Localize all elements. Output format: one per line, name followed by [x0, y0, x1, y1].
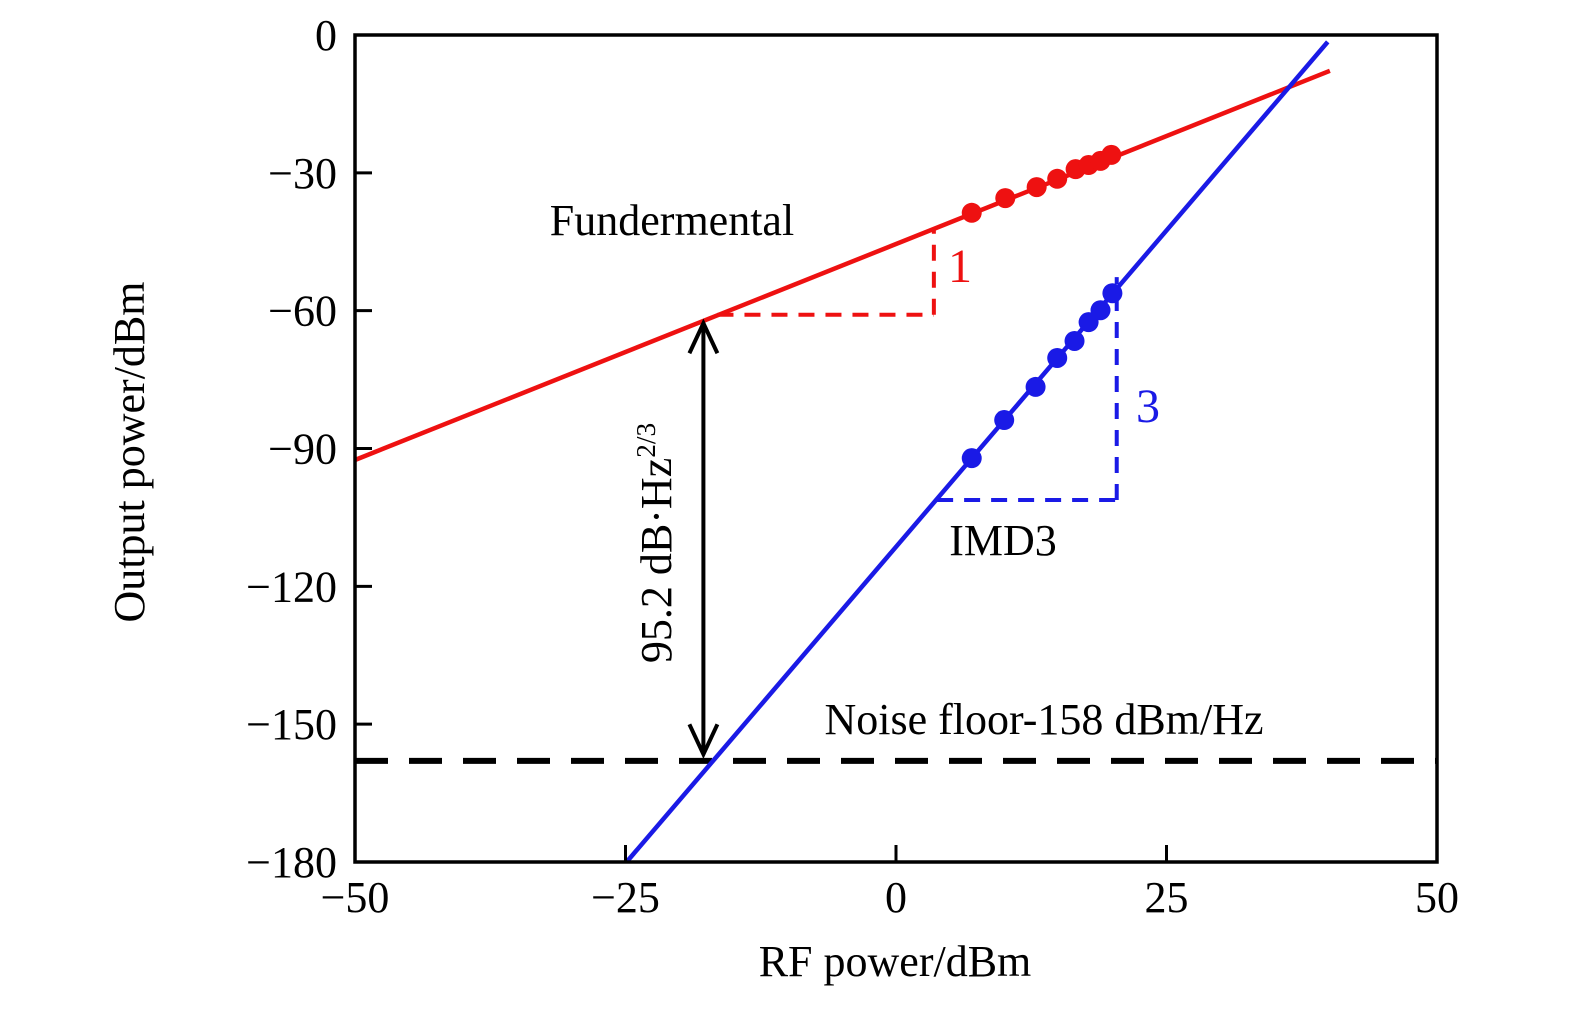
fundamental-point	[1047, 168, 1068, 189]
x-tick-label: 50	[1415, 873, 1459, 922]
imd3-point	[1025, 376, 1046, 397]
fundamental-slope-label: 1	[948, 240, 972, 293]
y-tick-label: −60	[268, 287, 337, 336]
x-tick-label: −50	[321, 873, 390, 922]
sfdr-arrow-head-bottom	[687, 723, 720, 760]
imd3-point	[994, 410, 1015, 431]
sfdr-label-main: 95.2 dB·Hz	[631, 457, 681, 664]
noise-floor-label: Noise floor-158 dBm/Hz	[824, 695, 1264, 744]
imd3-point	[1047, 347, 1068, 368]
x-tick-label: 25	[1145, 873, 1189, 922]
imd3-point	[961, 448, 982, 469]
y-tick-label: −30	[268, 149, 337, 198]
y-tick-label: −150	[246, 700, 337, 749]
sfdr-arrow-head-top	[687, 318, 720, 355]
fundamental-point	[961, 202, 982, 223]
y-axis-label: Output power/dBm	[105, 281, 154, 623]
imd3-point	[1102, 283, 1123, 304]
x-axis-label: RF power/dBm	[758, 937, 1032, 986]
y-tick-label: −90	[268, 425, 337, 474]
sfdr-label-sup: 2/3	[631, 422, 662, 458]
y-tick-label: −120	[246, 562, 337, 611]
imd3-slope-label: 3	[1136, 380, 1160, 433]
imd3-point	[1090, 300, 1111, 321]
fundamental-point	[1026, 177, 1047, 198]
fundamental-point	[1101, 144, 1122, 165]
fundamental-label: Fundermental	[549, 196, 795, 245]
x-tick-label: −25	[591, 873, 660, 922]
fundamental-point	[995, 188, 1016, 209]
y-tick-label: 0	[315, 11, 337, 60]
x-tick-label: 0	[885, 873, 907, 922]
y-tick-label: −180	[246, 838, 337, 887]
imd3-label: IMD3	[949, 516, 1057, 565]
sfdr-label: 95.2 dB·Hz2/3	[631, 422, 681, 664]
imd3-point	[1064, 330, 1085, 351]
fundamental-line	[354, 68, 1331, 463]
